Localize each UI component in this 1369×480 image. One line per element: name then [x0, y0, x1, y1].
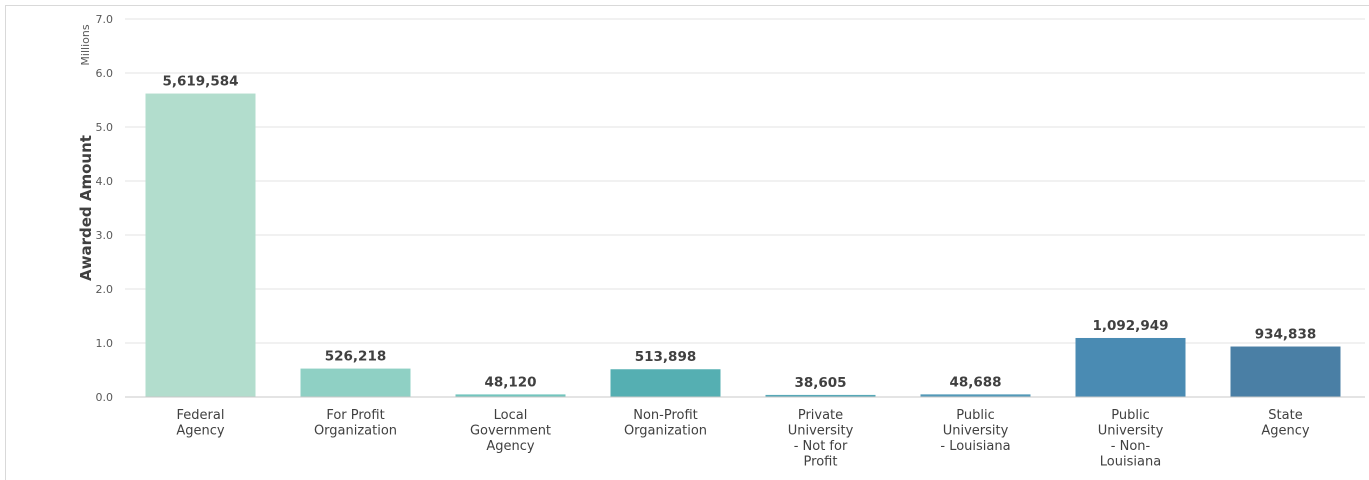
bar — [455, 394, 566, 397]
x-category-label-line: Local — [494, 408, 528, 423]
data-label: 48,688 — [949, 374, 1001, 390]
y-tick-label: 4.0 — [96, 175, 114, 188]
x-category-label-line: - Non- — [1111, 439, 1151, 454]
y-tick-label: 1.0 — [96, 337, 114, 350]
data-label: 934,838 — [1255, 327, 1317, 343]
data-label: 1,092,949 — [1092, 318, 1168, 334]
x-category-label-line: For Profit — [326, 408, 384, 423]
data-label: 5,619,584 — [162, 74, 238, 90]
y-axis-ticks: 0.0 1.0 2.0 3.0 4.0 5.0 6.0 7.0 — [96, 13, 114, 404]
x-category-label-line: Government — [470, 424, 551, 439]
x-category-label-line: University — [1098, 424, 1164, 439]
x-category-label-line: Federal — [177, 408, 225, 423]
y-tick-label: 6.0 — [96, 67, 114, 80]
y-tick-label: 7.0 — [96, 13, 114, 26]
y-tick-label: 5.0 — [96, 121, 114, 134]
bar — [610, 369, 721, 397]
bar — [765, 394, 876, 397]
bar — [920, 394, 1031, 397]
x-category-label-line: Agency — [176, 424, 225, 439]
y-tick-label: 3.0 — [96, 229, 114, 242]
x-category-label-line: Public — [1111, 408, 1149, 423]
y-axis-unit-label: Millions — [79, 24, 92, 65]
data-label: 48,120 — [484, 374, 536, 390]
bar — [300, 368, 411, 397]
bar — [1075, 337, 1186, 397]
x-category-label-line: Organization — [314, 424, 397, 439]
y-tick-label: 0.0 — [96, 391, 114, 404]
x-category-label-line: University — [943, 424, 1009, 439]
bar — [145, 93, 256, 397]
data-labels: 5,619,584 526,218 48,120 513,898 38,605 48,68… — [162, 74, 1316, 391]
x-category-label-line: - Not for — [794, 439, 848, 454]
x-category-label-line: Profit — [804, 455, 838, 470]
gridlines — [125, 18, 1365, 344]
data-label: 526,218 — [325, 349, 387, 365]
x-category-label-line: Public — [956, 408, 994, 423]
x-category-label-line: Louisiana — [1100, 455, 1161, 470]
x-category-label-line: State — [1268, 408, 1302, 423]
x-category-label-line: Agency — [1261, 424, 1310, 439]
data-label: 38,605 — [794, 375, 846, 391]
x-category-label-line: - Louisiana — [940, 439, 1010, 454]
x-category-label-line: Organization — [624, 424, 707, 439]
x-category-label-line: Non-Profit — [633, 408, 698, 423]
bars — [145, 93, 1341, 397]
bar — [1230, 346, 1341, 397]
x-category-label-line: University — [788, 424, 854, 439]
y-axis-title: Awarded Amount — [77, 135, 95, 281]
x-category-label-line: Private — [798, 408, 843, 423]
chart-frame — [5, 5, 1369, 480]
x-category-label-line: Agency — [486, 439, 535, 454]
data-label: 513,898 — [635, 349, 697, 365]
y-tick-label: 2.0 — [96, 283, 114, 296]
